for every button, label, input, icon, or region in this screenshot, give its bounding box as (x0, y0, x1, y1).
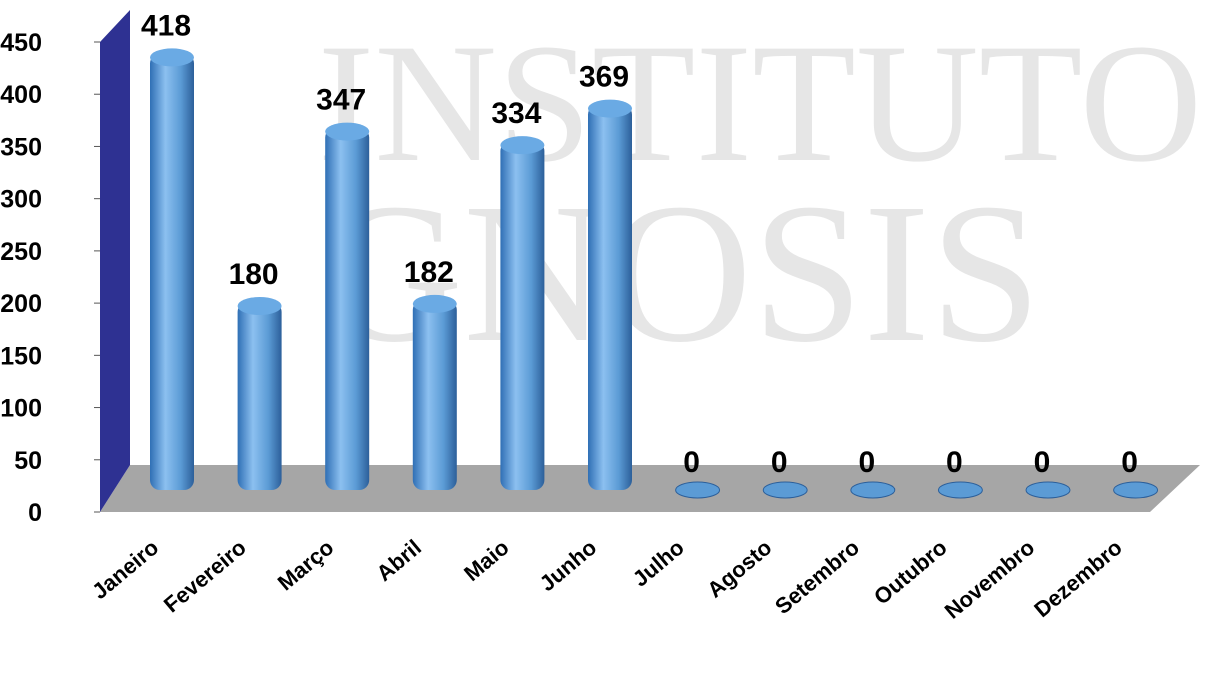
data-label: 182 (404, 256, 454, 289)
data-label: 0 (683, 446, 700, 479)
data-label: 0 (858, 446, 875, 479)
bar (1026, 482, 1070, 498)
x-tick-label: Junho (535, 535, 602, 597)
bar-top (413, 295, 457, 313)
bar (325, 128, 369, 490)
chart: INSTITUTO GNOSIS 05010015020025030035040… (0, 0, 1206, 673)
side-wall (100, 10, 130, 512)
x-tick-label: Agosto (702, 535, 776, 603)
data-label: 334 (491, 97, 541, 130)
bar (938, 482, 982, 498)
data-label: 0 (1034, 446, 1051, 479)
y-tick-label: 0 (28, 499, 42, 527)
bar-top (238, 297, 282, 315)
bar (1114, 482, 1158, 498)
bar (763, 482, 807, 498)
y-tick-label: 450 (0, 29, 42, 57)
data-label: 369 (579, 61, 629, 94)
bar (150, 53, 194, 490)
bar (676, 482, 720, 498)
x-tick-label: Novembro (940, 535, 1039, 624)
data-label: 180 (229, 258, 279, 291)
x-tick-label: Janeiro (87, 535, 163, 604)
bar (588, 105, 632, 490)
x-tick-label: Julho (628, 535, 689, 592)
bar-top (150, 48, 194, 66)
y-tick-label: 250 (0, 238, 42, 266)
x-tick-label: Setembro (770, 535, 864, 619)
x-tick-label: Dezembro (1029, 535, 1127, 623)
bar (413, 300, 457, 490)
x-tick-label: Outubro (869, 535, 952, 610)
x-tick-label: Abril (372, 535, 426, 586)
y-tick-label: 400 (0, 81, 42, 109)
data-label: 0 (1121, 446, 1138, 479)
bar (238, 302, 282, 490)
x-tick-label: Maio (459, 535, 513, 586)
y-tick-label: 350 (0, 133, 42, 161)
x-tick-label: Março (273, 535, 339, 596)
bar-top (588, 100, 632, 118)
x-tick-label: Fevereiro (159, 535, 251, 618)
y-tick-label: 100 (0, 395, 42, 423)
bar (500, 141, 544, 490)
y-tick-label: 150 (0, 342, 42, 370)
y-tick-label: 300 (0, 186, 42, 214)
data-label: 347 (316, 84, 366, 117)
y-tick-label: 50 (14, 447, 42, 475)
bar-top (325, 123, 369, 141)
data-label: 0 (946, 446, 963, 479)
data-label: 0 (771, 446, 788, 479)
y-tick-label: 200 (0, 290, 42, 318)
bar-top (500, 136, 544, 154)
data-label: 418 (141, 9, 191, 42)
bar (851, 482, 895, 498)
